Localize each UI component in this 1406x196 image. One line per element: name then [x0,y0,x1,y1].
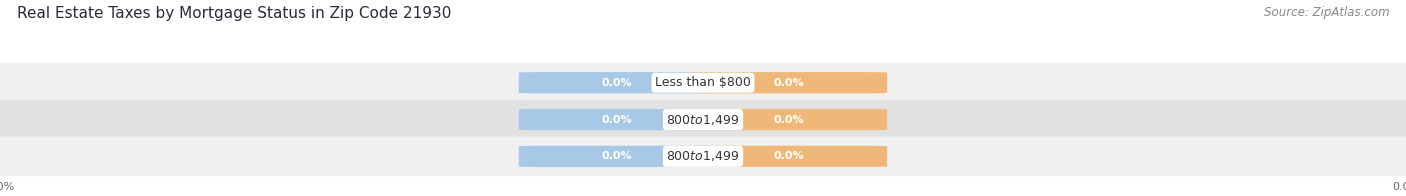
FancyBboxPatch shape [690,109,887,130]
Text: 0.0%: 0.0% [773,114,804,125]
Text: 0.0%: 0.0% [773,78,804,88]
FancyBboxPatch shape [690,146,887,167]
FancyBboxPatch shape [519,146,716,167]
Text: 0.0%: 0.0% [602,151,633,161]
Text: 0.0%: 0.0% [773,151,804,161]
Text: Real Estate Taxes by Mortgage Status in Zip Code 21930: Real Estate Taxes by Mortgage Status in … [17,6,451,21]
FancyBboxPatch shape [0,100,1406,139]
FancyBboxPatch shape [0,137,1406,176]
Text: 0.0%: 0.0% [602,114,633,125]
FancyBboxPatch shape [519,109,716,130]
Text: 0.0%: 0.0% [602,78,633,88]
Text: $800 to $1,499: $800 to $1,499 [666,113,740,127]
Text: Less than $800: Less than $800 [655,76,751,89]
FancyBboxPatch shape [519,72,716,93]
FancyBboxPatch shape [0,63,1406,103]
FancyBboxPatch shape [690,72,887,93]
Text: Source: ZipAtlas.com: Source: ZipAtlas.com [1264,6,1389,19]
Text: $800 to $1,499: $800 to $1,499 [666,149,740,163]
